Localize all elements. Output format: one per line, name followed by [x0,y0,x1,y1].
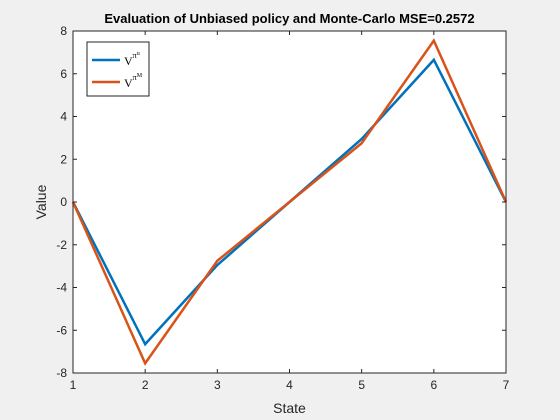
y-axis-ticks: -8 -6 -4 -2 0 2 4 6 8 [56,24,506,380]
y-tick-label: 0 [60,195,67,209]
legend-label-subsup: M [137,73,143,79]
x-tick-label: 1 [70,378,77,392]
legend-box [86,41,150,97]
legend-label-sup: π [133,51,137,60]
legend-label-subsup: u [137,51,140,57]
x-axis-label: State [273,400,306,416]
y-tick-label: 2 [60,152,67,166]
y-tick-label: 8 [60,24,67,38]
legend-label-sup: π [133,73,137,82]
y-tick-label: 6 [60,67,67,81]
legend-label: Vπu [124,51,140,68]
y-tick-label: -6 [56,323,67,337]
x-tick-label: 7 [503,378,510,392]
y-tick-label: 4 [60,110,67,124]
x-tick-label: 4 [286,378,293,392]
series-layer [71,38,508,366]
x-axis-ticks: 1 2 3 4 5 6 7 [70,31,510,392]
legend-label: VπM [124,73,143,90]
chart-title: Evaluation of Unbiased policy and Monte-… [104,11,474,26]
y-tick-label: -2 [56,238,67,252]
y-axis-label: Value [33,184,49,219]
legend-label-main: V [124,76,133,90]
x-tick-label: 6 [430,378,437,392]
y-tick-label: -8 [56,366,67,380]
x-tick-label: 2 [142,378,149,392]
legend-entry: VπM [92,73,143,90]
legend-label-main: V [124,54,133,68]
x-tick-label: 3 [214,378,221,392]
y-tick-label: -4 [56,281,67,295]
x-tick-label: 5 [358,378,365,392]
legend-entry: Vπu [92,51,140,68]
